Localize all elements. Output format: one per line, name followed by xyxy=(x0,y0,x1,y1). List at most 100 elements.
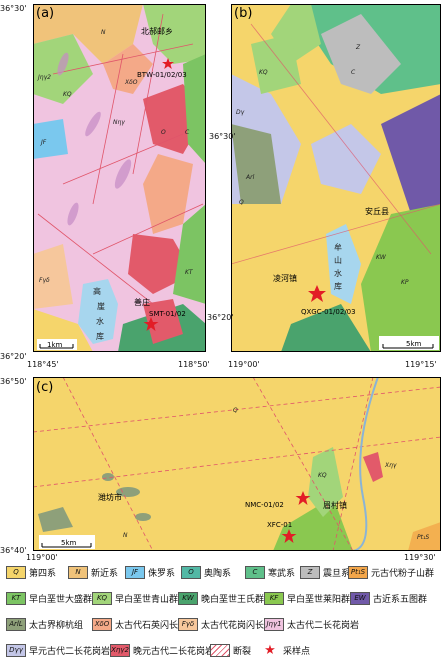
legend-label: 新近系 xyxy=(91,568,119,579)
legend-item: KQ 早白垩世青山群 xyxy=(92,590,178,606)
unit-a-4: JF xyxy=(40,139,47,146)
legend-swatch xyxy=(210,643,230,657)
legend-item: JF 侏罗系 xyxy=(125,564,175,580)
legend-swatch: Xηγ2 xyxy=(110,643,130,657)
map-c-canvas: (c) 潍坊市 眉村镇 NMC-01/02 XFC-01 Q N KQ Xηγ … xyxy=(33,377,441,551)
legend-label: 早元古代二长花岗岩 xyxy=(29,646,111,657)
town-b-label: 凌河镇 xyxy=(273,273,297,283)
coord-c-x2: 119°30' xyxy=(404,553,436,562)
legend-item: 断裂 xyxy=(210,642,251,658)
legend-item: C 寒武系 xyxy=(245,564,295,580)
legend-item: EW 古近系五图群 xyxy=(350,590,427,606)
sample-star-btw xyxy=(162,58,174,69)
scale-bar-b: 5km xyxy=(379,336,439,350)
legend-item: Pt₁S 元古代粉子山群 xyxy=(348,564,434,580)
panel-c-label: (c) xyxy=(36,380,53,395)
legend-item: Fγδ 太古代花岗闪长岩 xyxy=(178,616,273,632)
unit-c-4: Xηγ xyxy=(384,462,397,469)
unit-a-7: Fγδ xyxy=(39,277,50,284)
reservoir-b-char-1: 牟 xyxy=(334,242,342,252)
reservoir-b-char-2: 山 xyxy=(334,255,342,265)
legend-label: 太古界柳杭组 xyxy=(29,620,84,631)
scale-a-text: 1km xyxy=(47,341,63,349)
unit-a-5: Nηγ xyxy=(113,119,125,126)
map-b-canvas: (b) 安丘县 凌河镇 牟 山 水 库 QXGC-01/02/03 Q KQ C… xyxy=(231,4,441,352)
unit-b-5: Dγ xyxy=(236,109,245,116)
sample-qxgc-label: QXGC-01/02/03 xyxy=(301,308,356,316)
coord-c-top-left: 36°50' xyxy=(0,377,27,386)
unit-a-8: KT xyxy=(185,269,194,276)
legend-swatch: KT xyxy=(6,591,26,605)
legend-item: Xηγ2 晚元古代二长花岗岩 xyxy=(110,642,214,658)
panel-a-label: (a) xyxy=(36,6,54,21)
map-legend: Q 第四系 N 新近系 JF 侏罗系 O 奥陶系 C 寒武系 Z 震旦系 Pt₁S 元古代粉子山群 KT 早白… xyxy=(0,560,444,664)
coord-b-x1: 119°00' xyxy=(228,360,260,369)
legend-label: 早白垩世大盛群 xyxy=(29,594,93,605)
legend-swatch: Jηγ1 xyxy=(264,617,284,631)
reservoir-char-2: 崖 xyxy=(97,302,105,311)
sample-xfc-label: XFC-01 xyxy=(267,521,292,529)
unit-b-1: Q xyxy=(239,199,244,206)
legend-swatch: O xyxy=(181,565,201,579)
legend-label: 早白垩世莱阳群 xyxy=(287,594,351,605)
unit-b-2: KQ xyxy=(259,69,268,76)
sample-star-smt xyxy=(143,317,159,331)
legend-item: XδO 太古代石英闪长岩 xyxy=(92,616,187,632)
coord-a-x2: 118°50' xyxy=(178,360,210,369)
coord-a-top-left: 36°30' xyxy=(0,4,27,13)
panel-b-label: (b) xyxy=(234,6,252,21)
reservoir-b-char-3: 水 xyxy=(334,268,342,278)
legend-label: 震旦系 xyxy=(323,568,351,579)
legend-item: KF 早白垩世莱阳群 xyxy=(264,590,350,606)
coord-b-bottom-left: 36°20' xyxy=(207,313,234,322)
legend-swatch: Z xyxy=(300,565,320,579)
scale-bar-c: 5km xyxy=(39,535,95,549)
coord-b-top-right: 36°30' xyxy=(209,132,236,141)
reservoir-char-1: 高 xyxy=(93,286,101,296)
legend-item: KW 晚白垩世王氏群 xyxy=(178,590,264,606)
legend-swatch: Dγγ xyxy=(6,643,26,657)
map-panel-a: (a) 北郝邮乡 BTW-01/02/03 善庄 SMT-01/02 高 崖 水… xyxy=(33,4,206,352)
unit-a-2: KQ xyxy=(63,91,72,98)
coord-b-x2: 119°15' xyxy=(405,360,437,369)
reservoir-char-4: 库 xyxy=(96,331,104,341)
legend-label: 晚白垩世王氏群 xyxy=(201,594,265,605)
legend-label: 断裂 xyxy=(233,646,252,657)
sample-star-nmc xyxy=(295,491,311,505)
legend-label: 奥陶系 xyxy=(204,568,232,579)
legend-swatch: N xyxy=(68,565,88,579)
legend-swatch: Fγδ xyxy=(178,617,198,631)
scale-bar-a: 1km xyxy=(37,339,77,350)
coord-c-bottom-left: 36°40' xyxy=(0,546,27,555)
legend-swatch: EW xyxy=(350,591,370,605)
scale-c-text: 5km xyxy=(61,539,77,547)
legend-item: Z 震旦系 xyxy=(300,564,350,580)
legend-label: 古近系五图群 xyxy=(373,594,428,605)
reservoir-b-char-4: 库 xyxy=(334,281,342,291)
unit-c-2: N xyxy=(123,532,128,539)
legend-item: O 奥陶系 xyxy=(181,564,231,580)
legend-swatch: ArlL xyxy=(6,617,26,631)
unit-b-8: KP xyxy=(401,279,409,286)
unit-b-6: Arl xyxy=(245,174,255,181)
legend-swatch: KW xyxy=(178,591,198,605)
legend-item: N 新近系 xyxy=(68,564,118,580)
legend-label: 采样点 xyxy=(283,646,311,657)
city-label: 潍坊市 xyxy=(98,492,122,502)
map-a-canvas: (a) 北郝邮乡 BTW-01/02/03 善庄 SMT-01/02 高 崖 水… xyxy=(33,4,206,352)
legend-label: 寒武系 xyxy=(268,568,296,579)
unit-a-3: Jηγ2 xyxy=(37,74,51,81)
unit-a-6: XδO xyxy=(124,79,138,86)
scale-b-text: 5km xyxy=(406,340,422,348)
legend-label: 第四系 xyxy=(29,568,57,579)
north-village-label: 北郝邮乡 xyxy=(141,26,173,36)
legend-item: Jηγ1 太古代二长花岗岩 xyxy=(264,616,359,632)
legend-label: 元古代粉子山群 xyxy=(371,568,435,579)
legend-label: 早白垩世青山群 xyxy=(115,594,179,605)
unit-a-9: C xyxy=(185,129,190,136)
unit-c-1: Q xyxy=(233,407,238,414)
legend-swatch: Q xyxy=(6,565,26,579)
sample-nmc-label: NMC-01/02 xyxy=(245,501,284,509)
legend-swatch: XδO xyxy=(92,617,112,631)
county-label: 安丘县 xyxy=(365,206,389,216)
